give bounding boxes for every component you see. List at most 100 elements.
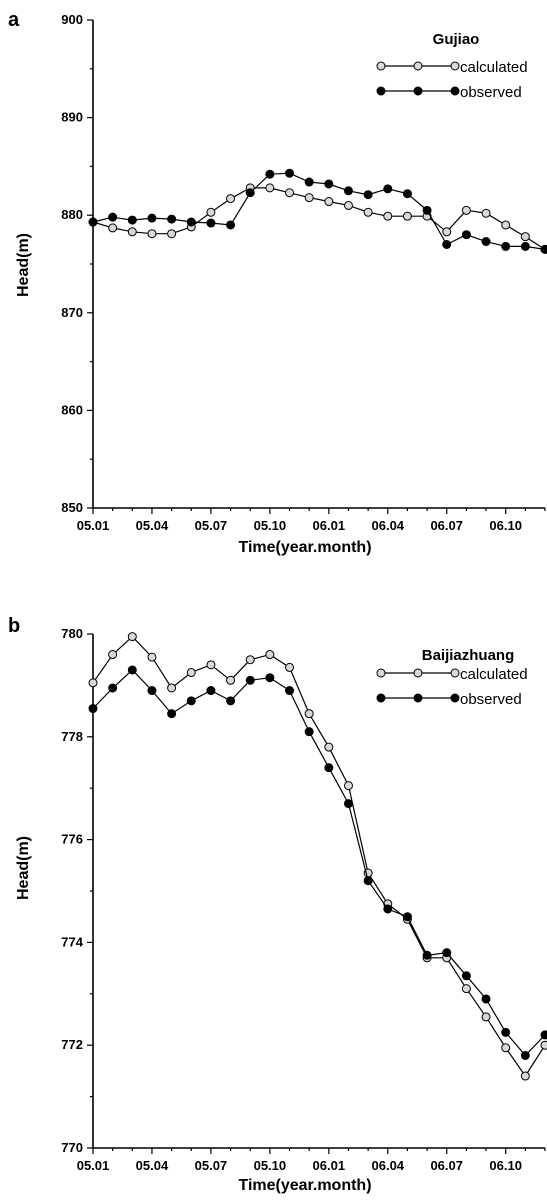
legend-label-observed-b: observed [460, 691, 522, 708]
y-tick-label: 770 [61, 1140, 83, 1155]
data-point-calculated [540, 1040, 547, 1050]
data-point-calculated [501, 220, 511, 230]
data-point-calculated [265, 650, 275, 660]
data-point-observed [481, 994, 491, 1004]
y-tick-label: 778 [61, 729, 83, 744]
chart-panel-b: b Baijiazhuang Time(year.month) Head(m) … [8, 615, 547, 1194]
data-point-observed [265, 673, 275, 683]
data-point-calculated [108, 650, 118, 660]
data-point-calculated [167, 683, 177, 693]
data-point-observed [402, 189, 412, 199]
panel-label-a: a [8, 9, 20, 31]
data-point-calculated [481, 208, 491, 218]
y-tick-label: 780 [61, 626, 83, 641]
site-title-a: Gujiao [433, 31, 480, 48]
data-point-observed [186, 696, 196, 706]
x-tick-label: 05.07 [195, 1158, 228, 1173]
x-tick-label: 05.10 [254, 518, 287, 533]
y-tick-label: 774 [61, 934, 83, 949]
plot-area-b: 770 772 774 776 778 780 05.01 05.04 05.07 05.10 06… [61, 626, 547, 1173]
data-point-observed [147, 686, 157, 696]
data-point-calculated [206, 207, 216, 217]
data-point-observed [481, 237, 491, 247]
data-point-observed [422, 205, 432, 215]
data-point-observed [226, 696, 236, 706]
data-point-calculated [461, 205, 471, 215]
legend-marker-observed [376, 693, 386, 703]
data-point-calculated [402, 211, 412, 221]
data-point-observed [540, 1030, 547, 1040]
data-point-calculated [147, 652, 157, 662]
data-point-calculated [324, 197, 334, 207]
data-point-observed [108, 683, 118, 693]
data-point-calculated [501, 1043, 511, 1053]
data-point-observed [442, 239, 452, 249]
data-point-observed [167, 709, 177, 719]
x-tick-label: 06.01 [313, 518, 346, 533]
data-point-observed [88, 217, 98, 227]
x-tick-label: 06.04 [372, 518, 405, 533]
data-point-calculated [520, 1071, 530, 1081]
data-point-calculated [147, 229, 157, 239]
data-point-observed [186, 217, 196, 227]
legend-marker-calculated [376, 61, 386, 71]
legend-marker-calculated [413, 61, 423, 71]
x-tick-label: 05.10 [254, 1158, 287, 1173]
y-tick-label: 850 [61, 500, 83, 515]
data-point-calculated [343, 200, 353, 210]
data-point-observed [265, 169, 275, 179]
data-point-observed [206, 686, 216, 696]
data-point-observed [324, 763, 334, 773]
data-point-observed [324, 179, 334, 189]
y-tick-label: 776 [61, 832, 83, 847]
data-point-calculated [186, 668, 196, 678]
legend-marker-observed [450, 86, 460, 96]
panel-label-b: b [8, 615, 20, 637]
x-tick-label: 06.04 [372, 1158, 405, 1173]
data-point-observed [520, 1050, 530, 1060]
data-point-observed [461, 230, 471, 240]
legend-marker-calculated [450, 668, 460, 678]
data-point-calculated [442, 227, 452, 237]
data-point-observed [245, 188, 255, 198]
legend-label-observed-a: observed [460, 84, 522, 101]
x-tick-label: 05.01 [77, 1158, 110, 1173]
data-point-calculated [265, 183, 275, 193]
x-tick-label: 05.04 [136, 518, 169, 533]
data-point-observed [501, 1027, 511, 1037]
data-point-calculated [285, 188, 295, 198]
data-point-calculated [285, 662, 295, 672]
data-point-calculated [206, 660, 216, 670]
data-point-observed [383, 904, 393, 914]
data-point-calculated [461, 984, 471, 994]
data-point-observed [88, 704, 98, 714]
legend-marker-calculated [376, 668, 386, 678]
data-point-observed [442, 948, 452, 958]
data-point-observed [226, 220, 236, 230]
legend-marker-observed [450, 693, 460, 703]
data-point-calculated [304, 709, 314, 719]
legend-marker-calculated [450, 61, 460, 71]
data-point-observed [363, 876, 373, 886]
data-point-calculated [127, 632, 137, 642]
chart-panel-a: a Gujiao Time(year.month) Head(m) calcul… [8, 9, 547, 556]
data-point-observed [285, 168, 295, 178]
data-point-observed [343, 799, 353, 809]
data-point-calculated [324, 742, 334, 752]
data-point-observed [461, 971, 471, 981]
data-point-observed [422, 950, 432, 960]
data-point-observed [540, 244, 547, 254]
legend-label-calculated-a: calculated [460, 59, 528, 76]
data-point-calculated [520, 232, 530, 242]
x-tick-label: 06.07 [430, 518, 463, 533]
y-tick-label: 880 [61, 207, 83, 222]
legend-marker-observed [376, 86, 386, 96]
data-point-observed [520, 241, 530, 251]
data-point-calculated [108, 223, 118, 233]
data-point-observed [245, 675, 255, 685]
data-point-observed [383, 184, 393, 194]
legend-marker-observed [413, 86, 423, 96]
y-tick-label: 900 [61, 12, 83, 27]
data-point-observed [304, 177, 314, 187]
